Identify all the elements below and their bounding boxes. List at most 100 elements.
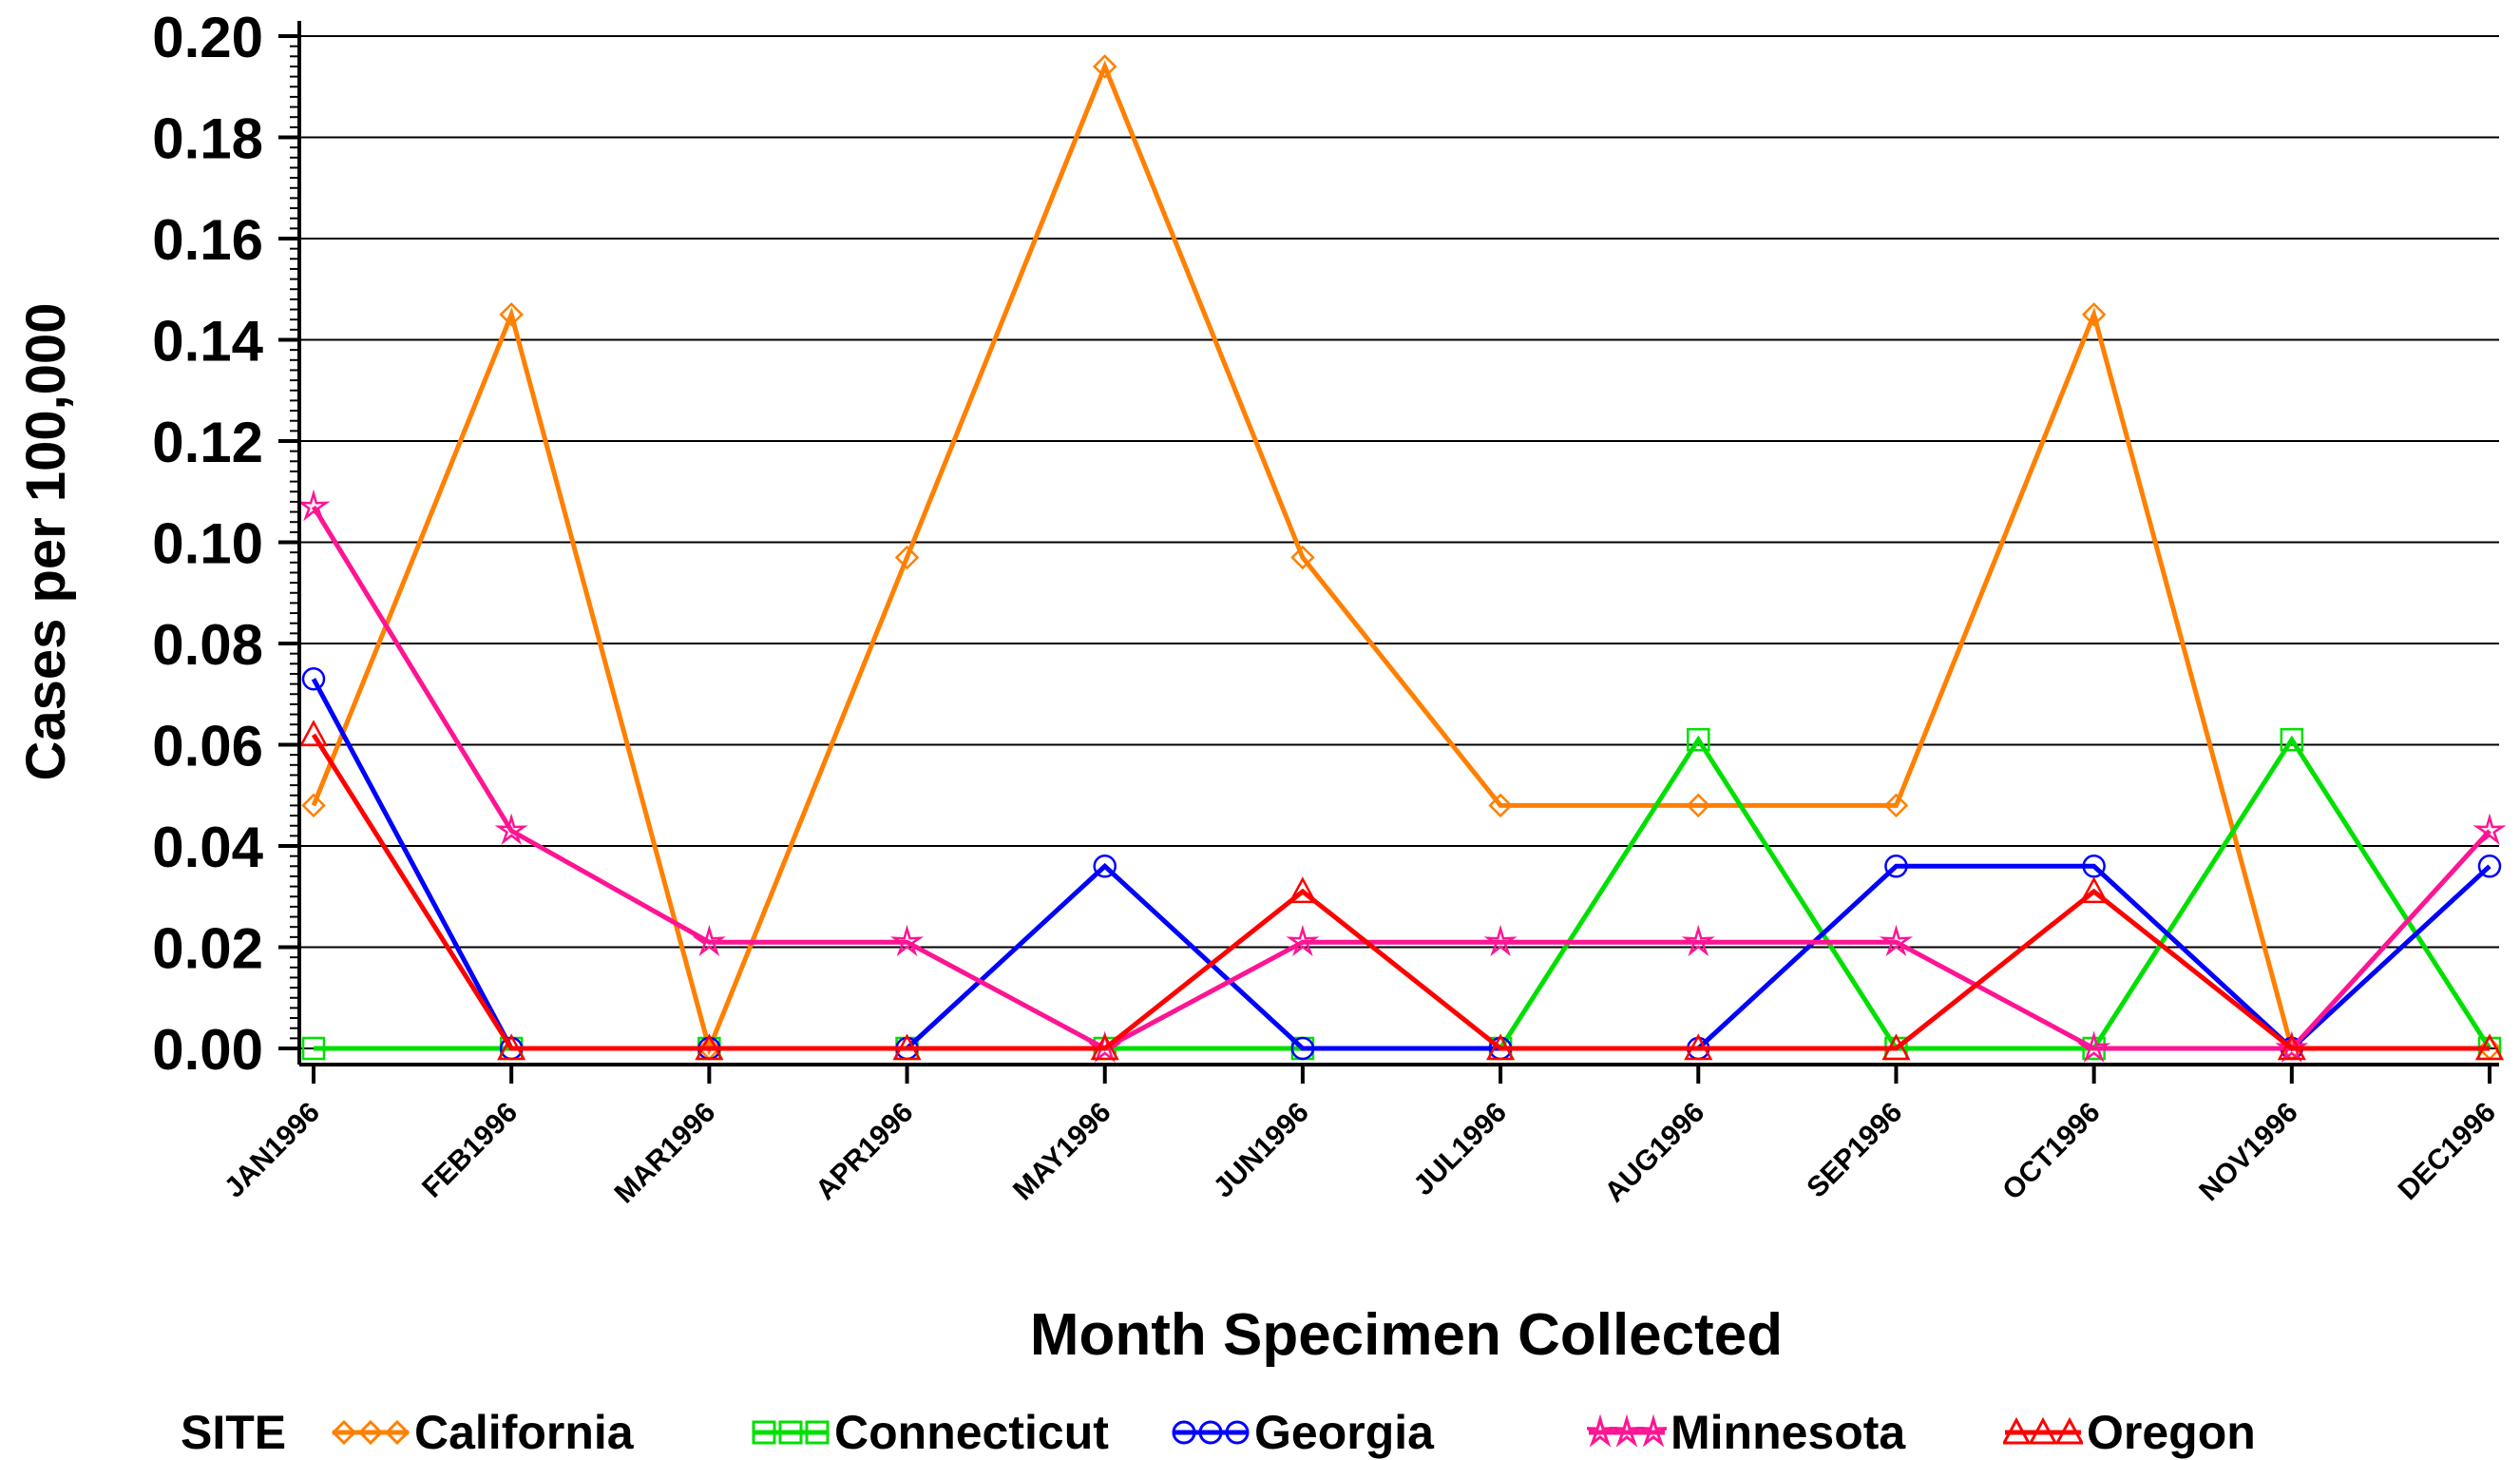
legend-swatch-georgia	[1172, 1420, 1250, 1445]
point-california-6	[1488, 793, 1513, 818]
y-tick-label-10: 0.20	[152, 6, 263, 69]
series-georgia	[301, 667, 2502, 1061]
point-minnesota-2	[692, 924, 726, 957]
legend-swatch-california	[331, 1419, 410, 1446]
series-lines	[296, 54, 2507, 1063]
legend-swatch-marker	[331, 1419, 357, 1446]
point-minnesota-5	[1286, 924, 1320, 957]
legend-label-oregon: Oregon	[2087, 1406, 2256, 1459]
y-axis-ticks: 0.00 0.02 0.04 0.06 0.08 0.10 0.12 0.14 0.16 0.18…	[152, 6, 299, 1082]
point-oregon-8	[1881, 1033, 1911, 1061]
series-line-oregon	[311, 733, 2490, 1051]
legend-label-california: California	[414, 1406, 634, 1459]
y-tick-label-4: 0.08	[152, 613, 263, 677]
legend-swatch-marker	[1225, 1420, 1250, 1445]
point-california-8	[1883, 793, 1909, 818]
legend-label-minnesota: Minnesota	[1670, 1406, 1906, 1459]
legend-swatch-marker	[805, 1420, 830, 1445]
y-tick-label-2: 0.04	[152, 816, 263, 879]
point-oregon-10	[2277, 1033, 2306, 1061]
y-tick-label-1: 0.02	[152, 917, 263, 981]
point-oregon-4	[1090, 1033, 1119, 1061]
point-oregon-0	[298, 720, 329, 747]
y-tick-label-8: 0.16	[152, 208, 263, 272]
point-georgia-4	[1093, 855, 1117, 878]
x-tick-label-10: NOV1996	[2193, 1097, 2303, 1207]
x-tick-label-1: FEB1996	[416, 1097, 524, 1204]
legend-swatch-marker	[1198, 1420, 1223, 1445]
point-oregon-7	[1684, 1033, 1713, 1061]
legend-swatch-marker	[778, 1420, 803, 1445]
y-tick-label-5: 0.10	[152, 512, 263, 576]
point-oregon-1	[497, 1033, 526, 1061]
point-minnesota-7	[1681, 924, 1715, 957]
x-tick-label-11: DEC1996	[2393, 1097, 2502, 1206]
point-georgia-0	[301, 667, 326, 691]
y-tick-label-3: 0.06	[152, 715, 263, 778]
legend-item-california: California	[331, 1405, 634, 1460]
point-california-7	[1686, 793, 1711, 818]
legend-swatch-marker	[1587, 1413, 1618, 1448]
point-georgia-9	[2082, 855, 2106, 878]
x-tick-label-8: SEP1996	[1801, 1097, 1908, 1204]
legend-swatch-oregon	[2003, 1416, 2083, 1445]
point-minnesota-9	[2077, 1030, 2111, 1063]
legend-swatch-minnesota	[1587, 1413, 1667, 1448]
y-tick-label-9: 0.18	[152, 107, 263, 171]
legend-item-georgia: Georgia	[1171, 1405, 1434, 1460]
point-minnesota-10	[2275, 1030, 2309, 1063]
point-california-1	[499, 302, 524, 327]
legend-title: SITE	[181, 1406, 287, 1459]
y-tick-label-7: 0.14	[152, 310, 263, 374]
series-oregon	[298, 720, 2505, 1061]
series-connecticut	[301, 727, 2502, 1061]
point-minnesota-3	[889, 924, 925, 957]
point-connecticut-0	[301, 1036, 326, 1061]
x-tick-label-0: JAN1996	[219, 1097, 326, 1204]
series-minnesota	[296, 489, 2507, 1063]
point-minnesota-0	[296, 489, 331, 522]
y-tick-label-0: 0.00	[152, 1018, 263, 1082]
series-line-georgia	[311, 678, 2491, 1052]
x-axis-ticks: JAN1996 FEB1996 MAR1996 APR1996 MAY1996 JUN19…	[219, 1065, 2502, 1209]
x-tick-label-7: AUG1996	[1599, 1097, 1711, 1209]
point-minnesota-1	[494, 813, 528, 846]
legend-swatch-marker	[384, 1419, 410, 1446]
point-minnesota-8	[1879, 924, 1914, 957]
legend-swatch-marker	[752, 1420, 776, 1445]
legend-item-connecticut: Connecticut	[751, 1405, 1109, 1460]
legend-swatch-marker	[357, 1419, 384, 1446]
gridlines	[299, 35, 2499, 1049]
legend: SITE California Connecticut Georgia Minneso…	[0, 1405, 2520, 1460]
point-oregon-11	[2474, 1033, 2505, 1061]
x-tick-label-4: MAY1996	[1007, 1097, 1117, 1207]
legend-swatch-marker	[1609, 1413, 1645, 1448]
point-california-9	[2081, 302, 2107, 327]
point-georgia-5	[1290, 1036, 1315, 1061]
y-tick-label-6: 0.12	[152, 411, 263, 474]
legend-label-connecticut: Connecticut	[834, 1406, 1109, 1459]
point-georgia-8	[1884, 855, 1908, 878]
point-oregon-2	[695, 1033, 724, 1061]
point-minnesota-4	[1088, 1030, 1122, 1063]
point-california-0	[301, 793, 326, 818]
point-connecticut-10	[2280, 727, 2304, 752]
legend-swatch-marker	[1172, 1420, 1196, 1445]
series-line-minnesota	[311, 505, 2491, 1051]
point-california-5	[1290, 545, 1315, 570]
point-oregon-9	[2079, 876, 2109, 904]
point-california-3	[894, 545, 920, 570]
legend-swatch-marker	[1635, 1413, 1667, 1448]
legend-swatch-connecticut	[752, 1420, 830, 1445]
x-axis-label: Month Specimen Collected	[1030, 1302, 1783, 1368]
x-tick-label-6: JUL1996	[1407, 1097, 1513, 1202]
x-tick-label-5: JUN1996	[1208, 1097, 1315, 1204]
x-tick-label-3: APR1996	[810, 1097, 919, 1206]
point-georgia-11	[2477, 855, 2502, 878]
point-minnesota-11	[2472, 813, 2507, 846]
point-oregon-3	[892, 1033, 922, 1061]
x-tick-label-9: OCT1996	[1996, 1097, 2106, 1206]
legend-item-oregon: Oregon	[2003, 1405, 2256, 1460]
legend-swatch-marker	[2003, 1416, 2032, 1445]
